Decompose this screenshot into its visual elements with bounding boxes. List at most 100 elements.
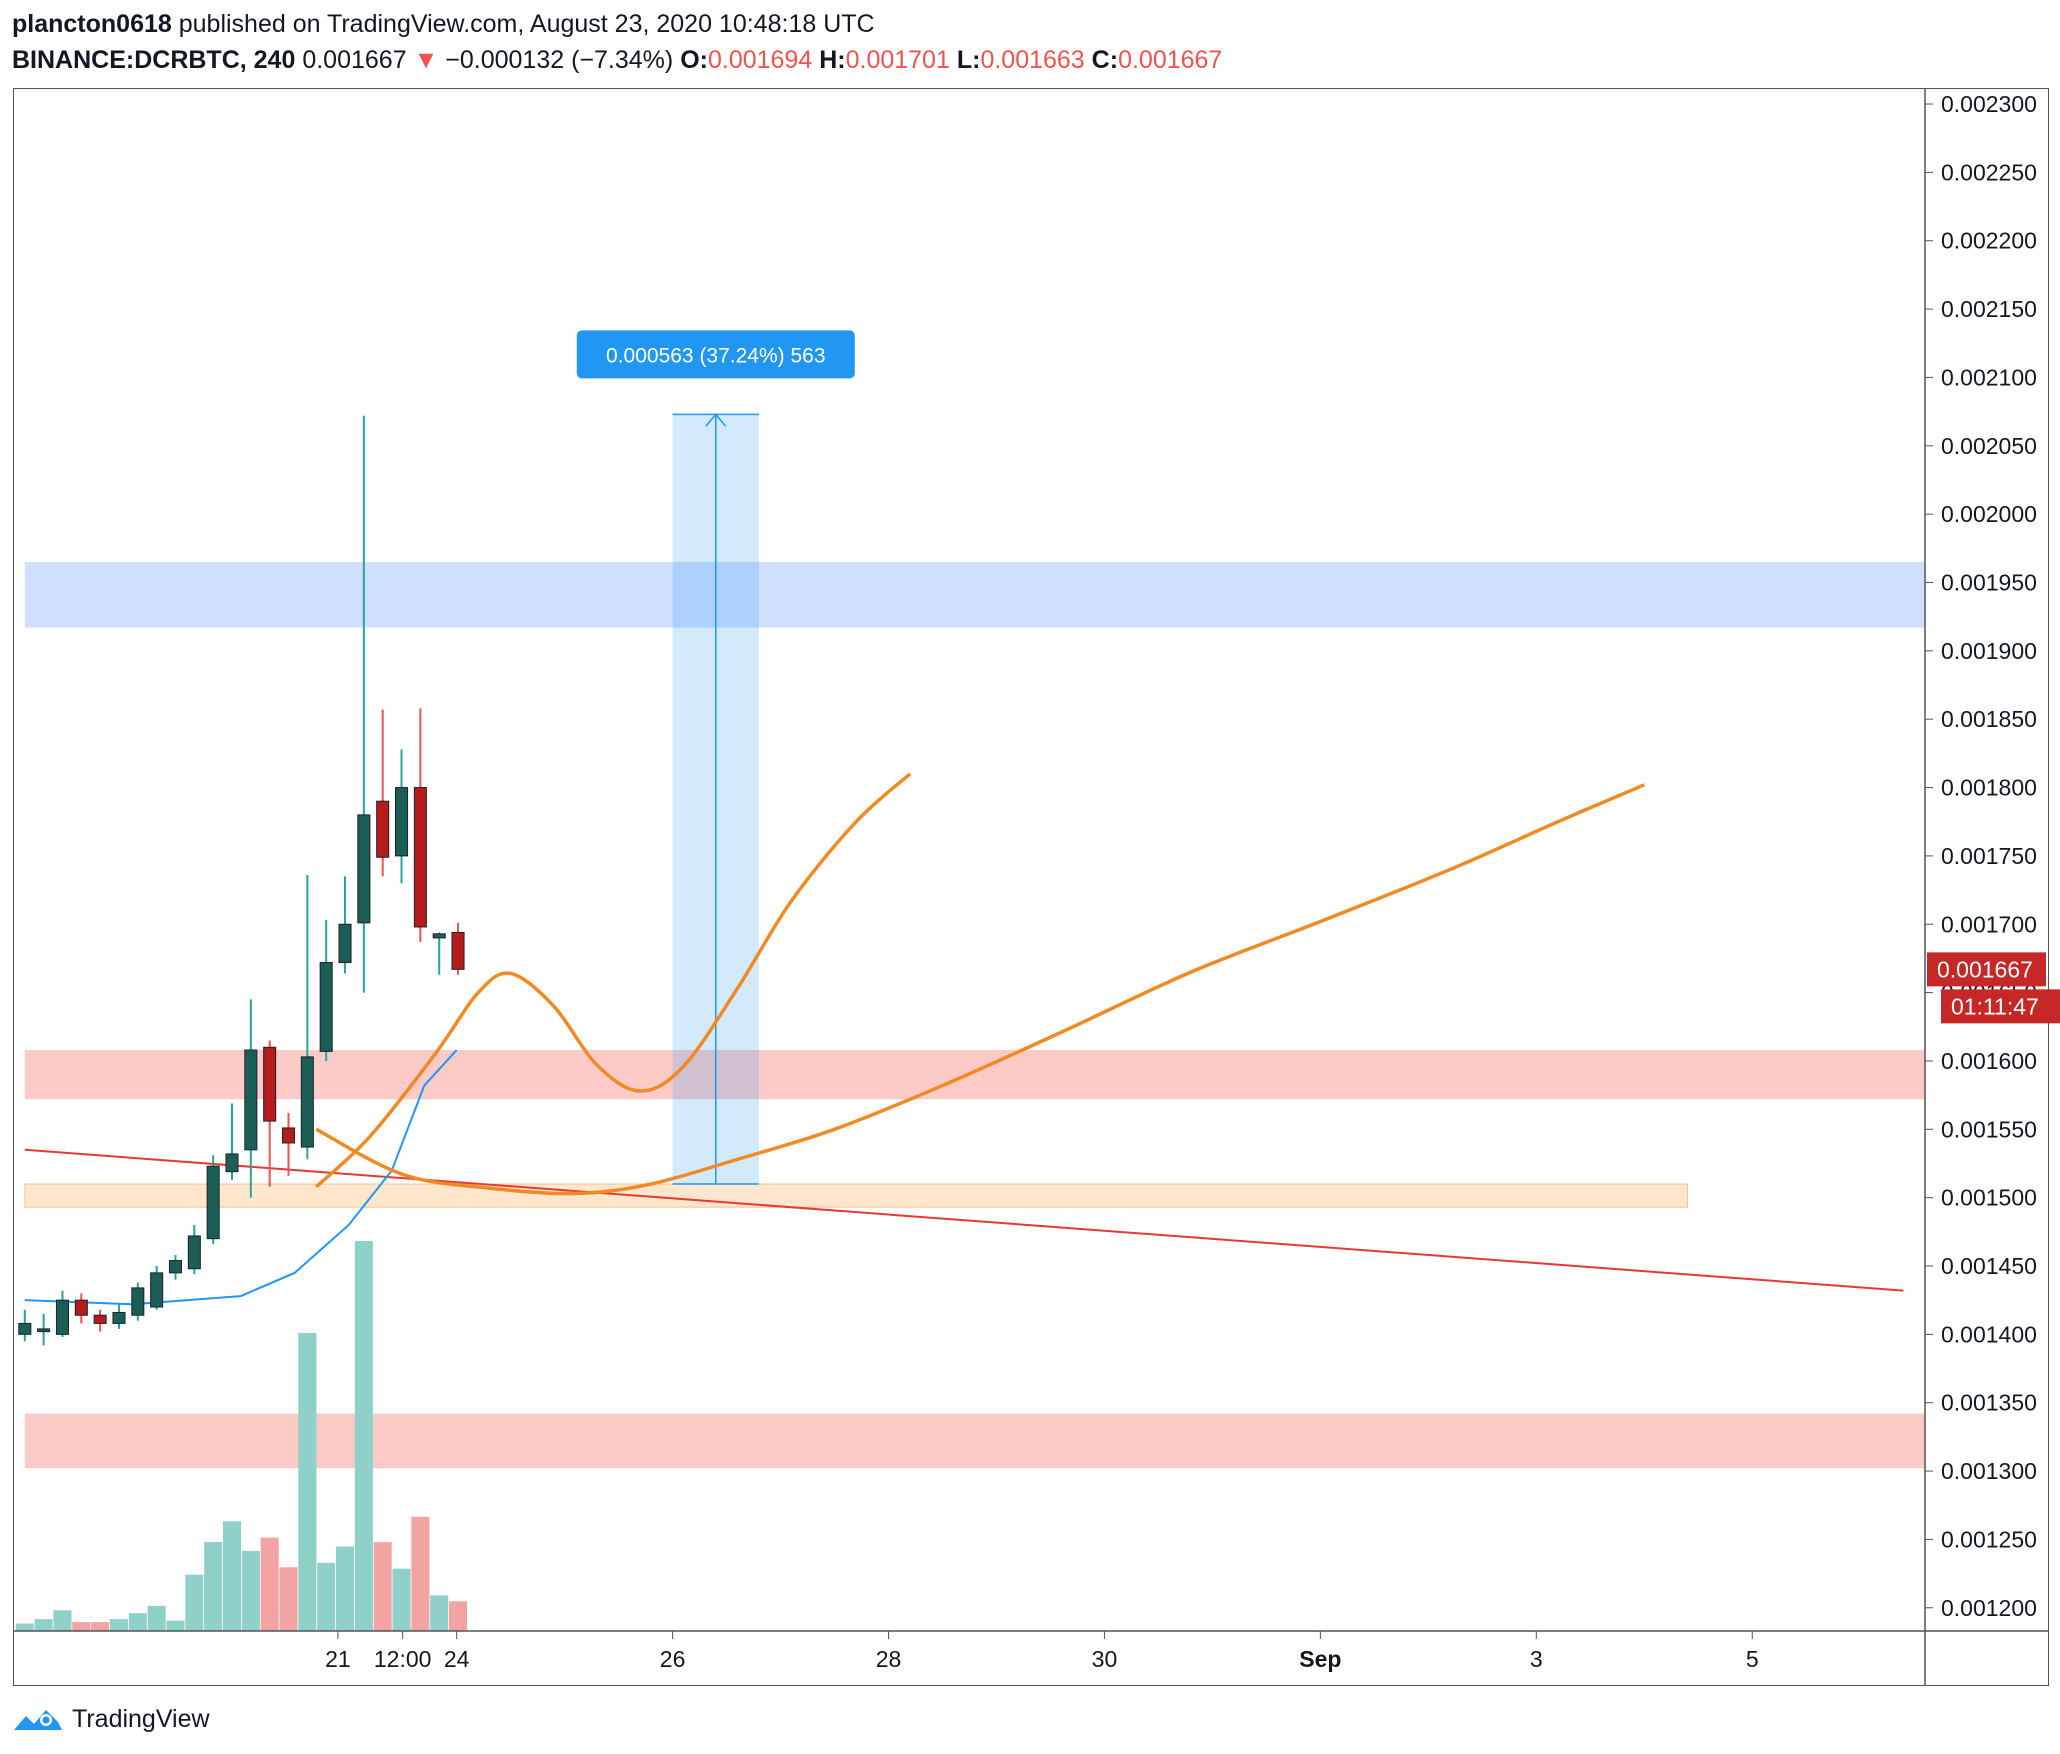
- candle-body: [112, 1311, 126, 1324]
- volume-bar: [53, 1610, 72, 1631]
- candle-body: [93, 1314, 107, 1324]
- chart-header: plancton0618 published on TradingView.co…: [12, 8, 1222, 76]
- volume-bar: [34, 1619, 53, 1631]
- volume-bar: [185, 1574, 204, 1631]
- candle-body: [395, 787, 409, 857]
- time-tick-label: 24: [444, 1646, 470, 1672]
- down-arrow-icon: ▼: [413, 46, 439, 74]
- candle-body: [357, 814, 371, 924]
- time-tick-label: Sep: [1299, 1646, 1341, 1672]
- volume-bar: [72, 1622, 91, 1631]
- price-tick-label: 0.001700: [1941, 911, 2037, 937]
- candle-body: [432, 933, 446, 939]
- volume-bar: [279, 1567, 298, 1631]
- time-tick-label: 21: [325, 1646, 351, 1672]
- open-label: O:: [680, 46, 708, 74]
- price-tick-label: 0.001800: [1941, 775, 2037, 801]
- candle-body: [451, 931, 465, 970]
- candle-body: [187, 1235, 201, 1270]
- price-tick-label: 0.001850: [1941, 706, 2037, 732]
- price-tick-label: 0.001200: [1941, 1595, 2037, 1621]
- high-label: H:: [819, 46, 846, 74]
- measure-label: 0.000563 (37.24%) 563: [606, 344, 826, 367]
- supply-zone: [24, 1050, 1925, 1100]
- candle-body: [300, 1056, 314, 1148]
- volume-bar: [354, 1241, 373, 1631]
- candle-body: [18, 1322, 32, 1335]
- chart-frame: [13, 88, 2049, 1686]
- projection-path-long: [315, 783, 1645, 1196]
- price-tick-label: 0.001400: [1941, 1321, 2037, 1347]
- low-value: 0.001663: [980, 46, 1085, 74]
- volume-bar: [204, 1542, 223, 1631]
- volume-bar: [317, 1562, 336, 1631]
- volume-bar: [91, 1622, 110, 1631]
- price-tick-label: 0.001500: [1941, 1185, 2037, 1211]
- volume-bar: [411, 1516, 430, 1631]
- price-tick-label: 0.002050: [1941, 433, 2037, 459]
- volume-bar: [392, 1568, 411, 1631]
- symbol-label[interactable]: BINANCE:DCRBTC, 240: [12, 46, 296, 74]
- volume-bar: [448, 1601, 468, 1631]
- publish-line: plancton0618 published on TradingView.co…: [12, 8, 1222, 40]
- price-tick-label: 0.002100: [1941, 364, 2037, 390]
- candle-body: [281, 1127, 296, 1144]
- countdown-label: 01:11:47: [1951, 993, 2039, 1019]
- ohlc-line: BINANCE:DCRBTC, 240 0.001667 ▼ −0.000132…: [12, 44, 1222, 76]
- plot-area: 0.000563 (37.24%) 563: [15, 330, 1925, 1631]
- author-name[interactable]: plancton0618: [12, 10, 172, 38]
- volume-bar: [430, 1595, 449, 1631]
- measure-arrow-head: [705, 413, 727, 427]
- volume-bar: [260, 1537, 279, 1631]
- projection-path-short: [315, 772, 912, 1188]
- candle-body: [55, 1299, 69, 1335]
- price-tick-label: 0.001450: [1941, 1253, 2037, 1279]
- volume-bar: [166, 1620, 185, 1631]
- time-tick-label: 28: [876, 1646, 902, 1672]
- volume-bar: [147, 1605, 166, 1631]
- demand-zone: [24, 1413, 1925, 1469]
- last-price: 0.001667: [302, 46, 407, 74]
- tradingview-logo-icon[interactable]: [12, 1704, 64, 1734]
- candle-body: [244, 1049, 258, 1151]
- price-tick-label: 0.001950: [1941, 569, 2037, 595]
- time-tick-label: 3: [1530, 1646, 1543, 1672]
- measure-label-box: [576, 330, 855, 379]
- price-tick-label: 0.001250: [1941, 1526, 2037, 1552]
- publish-info: published on TradingView.com, August 23,…: [178, 10, 875, 38]
- volume-bar: [241, 1550, 260, 1631]
- close-value: 0.001667: [1118, 46, 1223, 74]
- price-tick-label: 0.002200: [1941, 228, 2037, 254]
- countdown-badge: [1941, 989, 2060, 1024]
- volume-bar: [373, 1542, 392, 1631]
- candle-body: [150, 1272, 164, 1308]
- current-price-label: 0.001667: [1937, 956, 2033, 982]
- close-label: C:: [1091, 46, 1119, 74]
- time-tick-label: 12:00: [374, 1646, 432, 1672]
- candle-body: [168, 1260, 183, 1274]
- footer: TradingView: [12, 1704, 210, 1734]
- candle-body: [225, 1153, 239, 1173]
- candle-body: [263, 1046, 277, 1122]
- time-tick-label: 5: [1746, 1646, 1759, 1672]
- price-tick-label: 0.002000: [1941, 501, 2037, 527]
- time-tick-label: 26: [660, 1646, 686, 1672]
- footer-brand[interactable]: TradingView: [72, 1704, 210, 1733]
- price-tick-label: 0.001300: [1941, 1458, 2037, 1484]
- price-tick-label: 0.001550: [1941, 1116, 2037, 1142]
- volume-bar: [335, 1546, 355, 1631]
- price-tick-label: 0.001900: [1941, 638, 2037, 664]
- resistance-zone: [24, 561, 1925, 628]
- candle-body: [206, 1165, 220, 1240]
- candle-body: [37, 1328, 51, 1333]
- price-tick-label: 0.002150: [1941, 296, 2037, 322]
- support-zone: [24, 1183, 1688, 1208]
- candle-body: [319, 962, 333, 1052]
- low-label: L:: [956, 46, 981, 74]
- volume-bar: [298, 1332, 317, 1631]
- price-tick-label: 0.002300: [1941, 91, 2037, 117]
- candle-body: [74, 1299, 88, 1316]
- candle-body: [338, 923, 352, 964]
- candle-body: [376, 800, 390, 858]
